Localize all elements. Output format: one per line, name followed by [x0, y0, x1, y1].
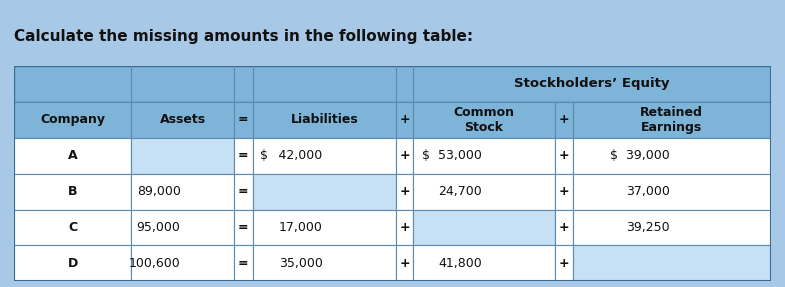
Text: 35,000: 35,000: [279, 257, 323, 270]
Bar: [555, 245, 572, 281]
Bar: [14, 102, 131, 138]
Bar: [396, 138, 413, 174]
Bar: [413, 138, 555, 174]
Text: Retained
Earnings: Retained Earnings: [641, 106, 703, 134]
Text: =: =: [238, 113, 248, 126]
Text: 95,000: 95,000: [137, 221, 181, 234]
Text: +: +: [400, 185, 410, 198]
Bar: [572, 210, 771, 245]
Bar: [253, 210, 396, 245]
Bar: [131, 138, 234, 174]
Text: $  53,000: $ 53,000: [422, 149, 482, 162]
Bar: [413, 102, 555, 138]
Text: A: A: [68, 149, 78, 162]
Text: Stockholders’ Equity: Stockholders’ Equity: [514, 77, 670, 90]
Text: 89,000: 89,000: [137, 185, 181, 198]
Text: 41,800: 41,800: [439, 257, 482, 270]
Bar: [131, 210, 234, 245]
Bar: [253, 102, 396, 138]
Bar: [413, 210, 555, 245]
Bar: [131, 102, 234, 138]
Text: Common
Stock: Common Stock: [454, 106, 514, 134]
Text: +: +: [400, 221, 410, 234]
Text: +: +: [559, 185, 569, 198]
Bar: [396, 245, 413, 281]
Bar: [572, 138, 771, 174]
Bar: [14, 174, 131, 210]
Text: =: =: [238, 221, 248, 234]
Bar: [555, 138, 572, 174]
Bar: [131, 245, 234, 281]
Bar: [396, 210, 413, 245]
Bar: [396, 174, 413, 210]
Text: +: +: [559, 113, 569, 126]
Bar: [413, 174, 555, 210]
Text: +: +: [559, 221, 569, 234]
Text: Liabilities: Liabilities: [290, 113, 358, 126]
Bar: [14, 245, 131, 281]
Text: Company: Company: [40, 113, 105, 126]
Bar: [555, 102, 572, 138]
Text: +: +: [400, 113, 410, 126]
Text: =: =: [238, 257, 248, 270]
Bar: [555, 210, 572, 245]
Text: $   42,000: $ 42,000: [261, 149, 323, 162]
Text: +: +: [400, 149, 410, 162]
Text: +: +: [400, 257, 410, 270]
Bar: [253, 174, 396, 210]
Bar: [234, 138, 253, 174]
Bar: [234, 102, 253, 138]
Bar: [234, 174, 253, 210]
Bar: [253, 138, 396, 174]
Bar: [572, 102, 771, 138]
Bar: [14, 138, 131, 174]
Bar: [572, 174, 771, 210]
Text: 100,600: 100,600: [129, 257, 181, 270]
Text: 17,000: 17,000: [279, 221, 323, 234]
Bar: [253, 245, 396, 281]
Bar: [413, 245, 555, 281]
Text: +: +: [559, 257, 569, 270]
Text: 24,700: 24,700: [439, 185, 482, 198]
Text: =: =: [238, 185, 248, 198]
Text: +: +: [559, 149, 569, 162]
Text: $  39,000: $ 39,000: [610, 149, 670, 162]
Bar: [14, 210, 131, 245]
Bar: [131, 174, 234, 210]
Bar: [396, 102, 413, 138]
Bar: [234, 245, 253, 281]
Text: =: =: [238, 149, 248, 162]
Bar: [572, 245, 771, 281]
Text: 37,000: 37,000: [626, 185, 670, 198]
Bar: [234, 210, 253, 245]
Bar: [14, 66, 771, 102]
Text: C: C: [68, 221, 78, 234]
Text: 39,250: 39,250: [626, 221, 670, 234]
Text: Assets: Assets: [159, 113, 206, 126]
Bar: [555, 174, 572, 210]
Text: Calculate the missing amounts in the following table:: Calculate the missing amounts in the fol…: [14, 29, 473, 44]
Text: B: B: [68, 185, 78, 198]
Text: D: D: [68, 257, 78, 270]
Bar: [14, 102, 771, 138]
